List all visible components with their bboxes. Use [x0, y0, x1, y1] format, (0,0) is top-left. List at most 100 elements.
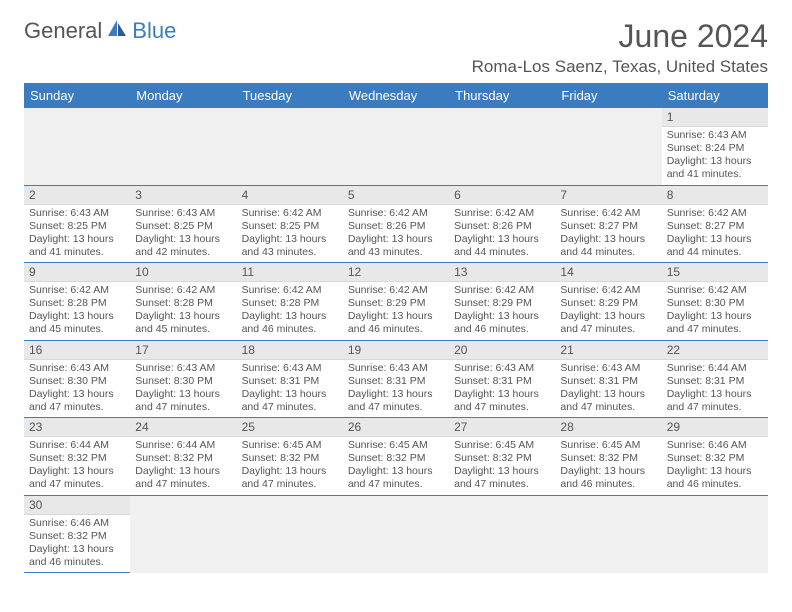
daylight-line-1: Daylight: 13 hours	[348, 310, 444, 323]
sunset-line: Sunset: 8:31 PM	[667, 375, 763, 388]
daylight-line-1: Daylight: 13 hours	[242, 310, 338, 323]
sunset-line: Sunset: 8:27 PM	[560, 220, 656, 233]
weekday-header: Thursday	[449, 83, 555, 108]
sunset-line: Sunset: 8:28 PM	[29, 297, 125, 310]
day-content: Sunrise: 6:42 AMSunset: 8:27 PMDaylight:…	[555, 205, 661, 263]
day-number: 26	[343, 418, 449, 437]
sunset-line: Sunset: 8:32 PM	[667, 452, 763, 465]
daylight-line-2: and 47 minutes.	[242, 478, 338, 491]
daylight-line-2: and 45 minutes.	[135, 323, 231, 336]
day-number: 30	[24, 496, 130, 515]
daylight-line-1: Daylight: 13 hours	[348, 465, 444, 478]
sunrise-line: Sunrise: 6:42 AM	[454, 284, 550, 297]
sunset-line: Sunset: 8:32 PM	[348, 452, 444, 465]
daylight-line-1: Daylight: 13 hours	[560, 465, 656, 478]
day-content: Sunrise: 6:45 AMSunset: 8:32 PMDaylight:…	[449, 437, 555, 495]
daylight-line-1: Daylight: 13 hours	[348, 233, 444, 246]
day-content: Sunrise: 6:42 AMSunset: 8:26 PMDaylight:…	[343, 205, 449, 263]
sunset-line: Sunset: 8:31 PM	[454, 375, 550, 388]
daylight-line-1: Daylight: 13 hours	[667, 233, 763, 246]
weekday-header-row: SundayMondayTuesdayWednesdayThursdayFrid…	[24, 83, 768, 108]
sunset-line: Sunset: 8:25 PM	[135, 220, 231, 233]
sunrise-line: Sunrise: 6:46 AM	[667, 439, 763, 452]
sunset-line: Sunset: 8:25 PM	[29, 220, 125, 233]
day-number: 21	[555, 341, 661, 360]
day-cell: 16Sunrise: 6:43 AMSunset: 8:30 PMDayligh…	[24, 340, 130, 418]
day-cell: 12Sunrise: 6:42 AMSunset: 8:29 PMDayligh…	[343, 263, 449, 341]
sunrise-line: Sunrise: 6:42 AM	[560, 284, 656, 297]
daylight-line-1: Daylight: 13 hours	[454, 388, 550, 401]
sunset-line: Sunset: 8:32 PM	[135, 452, 231, 465]
logo-sail-icon	[106, 18, 128, 44]
sunset-line: Sunset: 8:29 PM	[560, 297, 656, 310]
day-cell: 9Sunrise: 6:42 AMSunset: 8:28 PMDaylight…	[24, 263, 130, 341]
day-content: Sunrise: 6:43 AMSunset: 8:31 PMDaylight:…	[555, 360, 661, 418]
daylight-line-2: and 46 minutes.	[560, 478, 656, 491]
sunrise-line: Sunrise: 6:43 AM	[135, 207, 231, 220]
daylight-line-2: and 47 minutes.	[667, 323, 763, 336]
daylight-line-2: and 46 minutes.	[667, 478, 763, 491]
daylight-line-1: Daylight: 13 hours	[29, 388, 125, 401]
daylight-line-1: Daylight: 13 hours	[667, 388, 763, 401]
daylight-line-1: Daylight: 13 hours	[348, 388, 444, 401]
day-number: 13	[449, 263, 555, 282]
day-content: Sunrise: 6:42 AMSunset: 8:29 PMDaylight:…	[343, 282, 449, 340]
sunrise-line: Sunrise: 6:42 AM	[348, 207, 444, 220]
sunrise-line: Sunrise: 6:42 AM	[242, 284, 338, 297]
day-content: Sunrise: 6:42 AMSunset: 8:26 PMDaylight:…	[449, 205, 555, 263]
empty-cell	[662, 495, 768, 573]
day-cell: 20Sunrise: 6:43 AMSunset: 8:31 PMDayligh…	[449, 340, 555, 418]
sunrise-line: Sunrise: 6:42 AM	[667, 207, 763, 220]
daylight-line-2: and 47 minutes.	[348, 401, 444, 414]
day-cell: 6Sunrise: 6:42 AMSunset: 8:26 PMDaylight…	[449, 185, 555, 263]
daylight-line-2: and 47 minutes.	[348, 478, 444, 491]
day-cell: 30Sunrise: 6:46 AMSunset: 8:32 PMDayligh…	[24, 495, 130, 573]
day-number: 5	[343, 186, 449, 205]
daylight-line-1: Daylight: 13 hours	[560, 388, 656, 401]
day-content: Sunrise: 6:42 AMSunset: 8:28 PMDaylight:…	[237, 282, 343, 340]
empty-cell	[130, 495, 236, 573]
sunrise-line: Sunrise: 6:44 AM	[667, 362, 763, 375]
day-content: Sunrise: 6:45 AMSunset: 8:32 PMDaylight:…	[343, 437, 449, 495]
empty-cell	[24, 108, 130, 185]
empty-cell	[130, 108, 236, 185]
daylight-line-2: and 47 minutes.	[454, 478, 550, 491]
day-content: Sunrise: 6:44 AMSunset: 8:32 PMDaylight:…	[24, 437, 130, 495]
day-content: Sunrise: 6:42 AMSunset: 8:27 PMDaylight:…	[662, 205, 768, 263]
daylight-line-1: Daylight: 13 hours	[242, 465, 338, 478]
sunset-line: Sunset: 8:29 PM	[454, 297, 550, 310]
daylight-line-2: and 47 minutes.	[667, 401, 763, 414]
sunrise-line: Sunrise: 6:43 AM	[348, 362, 444, 375]
sunrise-line: Sunrise: 6:45 AM	[560, 439, 656, 452]
daylight-line-2: and 47 minutes.	[29, 478, 125, 491]
sunset-line: Sunset: 8:27 PM	[667, 220, 763, 233]
weekday-header: Friday	[555, 83, 661, 108]
day-number: 20	[449, 341, 555, 360]
day-number: 3	[130, 186, 236, 205]
logo: General Blue	[24, 18, 176, 44]
day-cell: 10Sunrise: 6:42 AMSunset: 8:28 PMDayligh…	[130, 263, 236, 341]
sunrise-line: Sunrise: 6:43 AM	[560, 362, 656, 375]
day-cell: 8Sunrise: 6:42 AMSunset: 8:27 PMDaylight…	[662, 185, 768, 263]
daylight-line-1: Daylight: 13 hours	[135, 388, 231, 401]
day-content: Sunrise: 6:42 AMSunset: 8:29 PMDaylight:…	[449, 282, 555, 340]
day-content: Sunrise: 6:42 AMSunset: 8:25 PMDaylight:…	[237, 205, 343, 263]
weekday-header: Monday	[130, 83, 236, 108]
day-cell: 5Sunrise: 6:42 AMSunset: 8:26 PMDaylight…	[343, 185, 449, 263]
daylight-line-2: and 47 minutes.	[29, 401, 125, 414]
day-cell: 4Sunrise: 6:42 AMSunset: 8:25 PMDaylight…	[237, 185, 343, 263]
daylight-line-2: and 46 minutes.	[348, 323, 444, 336]
day-cell: 24Sunrise: 6:44 AMSunset: 8:32 PMDayligh…	[130, 418, 236, 496]
weekday-header: Wednesday	[343, 83, 449, 108]
calendar-body: 1Sunrise: 6:43 AMSunset: 8:24 PMDaylight…	[24, 108, 768, 573]
daylight-line-2: and 47 minutes.	[135, 478, 231, 491]
daylight-line-2: and 43 minutes.	[348, 246, 444, 259]
day-number: 12	[343, 263, 449, 282]
day-number: 14	[555, 263, 661, 282]
sunset-line: Sunset: 8:32 PM	[242, 452, 338, 465]
sunset-line: Sunset: 8:30 PM	[135, 375, 231, 388]
daylight-line-2: and 46 minutes.	[454, 323, 550, 336]
sunset-line: Sunset: 8:31 PM	[242, 375, 338, 388]
empty-cell	[343, 495, 449, 573]
day-content: Sunrise: 6:45 AMSunset: 8:32 PMDaylight:…	[237, 437, 343, 495]
